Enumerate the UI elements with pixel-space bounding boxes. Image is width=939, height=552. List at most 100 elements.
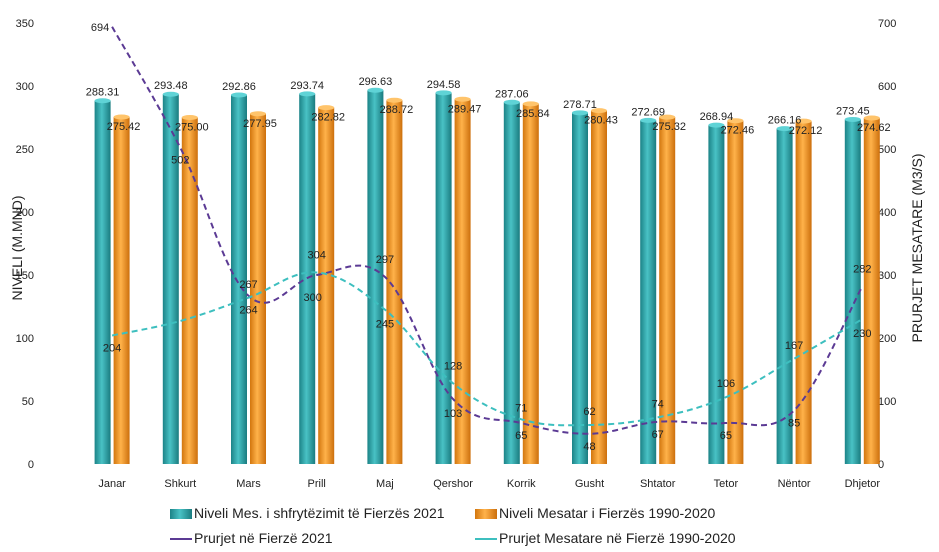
bar-level-2021 (776, 128, 793, 464)
legend: Niveli Mes. i shfrytëzimit të Fierzës 20… (170, 505, 736, 546)
x-tick-label: Gusht (575, 478, 604, 490)
bar-label-level-2021: 287.06 (495, 88, 529, 100)
bar-cap (181, 115, 198, 120)
bar-label-level-2021: 294.58 (427, 79, 461, 91)
line-label-inflow-2021: 502 (171, 155, 189, 167)
lines (111, 26, 864, 435)
bar-label-level-avg: 275.32 (652, 121, 686, 133)
legend-entry: Niveli Mesatar i Fierzës 1990-2020 (499, 505, 716, 521)
x-tick-label: Dhjetor (845, 478, 881, 490)
bar-cap (162, 91, 179, 97)
line-label-inflow-avg: 71 (515, 402, 527, 414)
bar-level-avg (318, 107, 335, 465)
y-tick-label: 250 (16, 144, 34, 156)
x-tick-label: Prill (308, 478, 326, 490)
bar-cap (367, 87, 384, 93)
line-inflow-2021 (111, 26, 864, 435)
bar-label-level-2021: 293.74 (290, 80, 324, 92)
bar-level-avg (591, 110, 607, 464)
bar-cap (435, 90, 452, 96)
bar-cap (318, 105, 335, 111)
bar-level-2021 (503, 102, 520, 465)
data-labels: 288.31 293.48 292.86 293.74 296.63 294.58 287.… (86, 22, 891, 453)
bar-level-avg (727, 120, 744, 464)
bar-level-avg (522, 103, 539, 464)
line-label-inflow-avg: 204 (103, 342, 121, 354)
bar-label-level-avg: 275.42 (107, 121, 141, 133)
x-tick-label: Mars (236, 478, 261, 490)
bar-level-2021 (231, 94, 247, 464)
bar-cap (454, 96, 471, 102)
legend-swatch (170, 509, 192, 519)
y-axis-title: NIVELI (M.MND) (9, 196, 25, 301)
line-label-inflow-avg: 128 (444, 360, 462, 372)
bar-cap (776, 126, 793, 132)
bar-label-level-2021: 292.86 (222, 81, 256, 93)
legend-swatch (475, 509, 497, 519)
bar-cap (94, 98, 111, 104)
bar-level-avg (795, 121, 812, 465)
bar-level-2021 (572, 112, 588, 464)
y2-tick-label: 0 (878, 459, 884, 471)
line-label-inflow-2021: 282 (853, 263, 871, 275)
bar-level-avg (386, 100, 403, 464)
bar-label-level-avg: 272.46 (721, 125, 755, 137)
bar-level-2021 (844, 119, 861, 464)
bar-level-avg (113, 116, 130, 465)
y2-tick-label: 400 (878, 207, 896, 219)
line-label-inflow-avg: 304 (308, 249, 326, 261)
bar-level-avg (181, 117, 198, 464)
line-label-inflow-avg: 167 (785, 340, 803, 352)
y-tick-label: 350 (16, 18, 34, 30)
y2-tick-label: 100 (878, 396, 896, 408)
line-label-inflow-2021: 297 (376, 254, 394, 266)
bar-level-2021 (94, 100, 111, 464)
bar-cap (844, 116, 861, 122)
bars (94, 87, 880, 465)
bar-cap (591, 108, 607, 114)
bar-label-level-avg: 272.12 (789, 125, 823, 137)
line-label-inflow-avg: 62 (583, 406, 595, 418)
bar-cap (250, 111, 266, 117)
y-tick-label: 100 (16, 333, 34, 345)
legend-entry: Prurjet në Fierzë 2021 (194, 530, 333, 546)
bar-label-level-2021: 273.45 (836, 105, 870, 117)
bar-label-level-avg: 282.82 (311, 112, 345, 124)
bar-label-level-avg: 277.95 (243, 118, 277, 130)
line-label-inflow-2021: 65 (720, 430, 732, 442)
bar-level-2021 (162, 94, 179, 464)
x-tick-label: Maj (376, 478, 394, 490)
bar-level-2021 (299, 93, 316, 464)
bar-cap (659, 114, 676, 120)
line-inflow-avg (111, 271, 863, 427)
y-tick-label: 200 (16, 207, 34, 219)
bar-cap (299, 91, 316, 97)
bar-label-level-2021: 272.69 (631, 106, 665, 118)
bar-level-2021 (640, 120, 657, 465)
bar-cap (727, 118, 744, 124)
category-labels: Janar Shkurt Mars Prill Maj Qershor Korrik Gush… (98, 478, 880, 490)
bar-label-level-2021: 268.94 (700, 111, 734, 123)
left-axis-ticks: 0 50 100 150 200 250 300 350 (16, 18, 34, 471)
x-tick-label: Qershor (433, 478, 473, 490)
x-tick-label: Korrik (507, 478, 536, 490)
bar-label-level-avg: 288.72 (380, 104, 414, 116)
line-label-inflow-2021: 267 (239, 279, 257, 291)
line-label-inflow-2021: 67 (652, 429, 664, 441)
legend-entry: Niveli Mes. i shfrytëzimit të Fierzës 20… (194, 505, 445, 521)
x-tick-label: Janar (98, 478, 126, 490)
y2-tick-label: 300 (878, 270, 896, 282)
bar-level-2021 (367, 90, 384, 464)
bar-cap (863, 115, 880, 121)
bar-level-avg (863, 117, 880, 465)
y2-tick-label: 700 (878, 18, 896, 30)
x-tick-label: Shkurt (164, 478, 196, 490)
bar-cap (503, 99, 520, 105)
bar-label-level-avg: 275.00 (175, 122, 209, 134)
bar-level-2021 (708, 125, 725, 465)
line-label-inflow-2021: 300 (304, 292, 322, 304)
right-axis-ticks: 0 100 200 300 400 500 600 700 (878, 18, 896, 471)
line-label-inflow-avg: 245 (376, 319, 394, 331)
bar-cap (795, 118, 812, 124)
